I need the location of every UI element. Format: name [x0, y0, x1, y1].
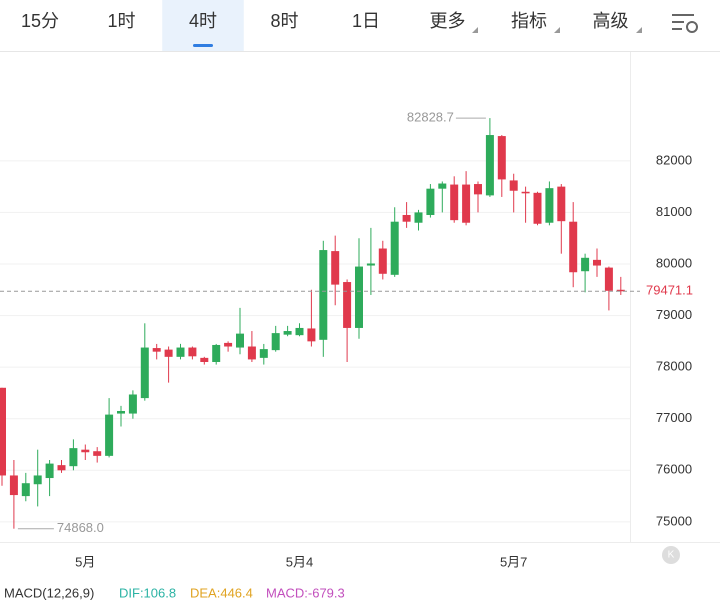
- y-tick-label: 80000: [656, 255, 692, 270]
- candle-body: [259, 349, 268, 358]
- candle-body: [593, 259, 601, 266]
- candle-body: [176, 347, 185, 357]
- y-tick-label: 82000: [656, 152, 692, 167]
- candle-body: [271, 333, 280, 351]
- macd-dif: DIF:106.8: [119, 585, 176, 600]
- tab[interactable]: 高级: [593, 11, 629, 31]
- active-tab-underline: [193, 44, 213, 47]
- candle-body: [200, 357, 209, 362]
- candle-body: [604, 267, 613, 291]
- candle-body: [616, 289, 625, 292]
- x-tick-label: 5月4: [286, 554, 313, 569]
- candle-body: [212, 344, 221, 362]
- candle-body: [93, 451, 102, 456]
- k-button[interactable]: [662, 546, 680, 564]
- settings-icon[interactable]: [672, 14, 698, 33]
- candle-body: [224, 342, 233, 347]
- candle-body: [283, 331, 292, 335]
- candle-body: [462, 184, 471, 223]
- candle-body: [188, 347, 197, 357]
- max-label: 82828.7: [407, 110, 454, 125]
- candle-body: [128, 394, 137, 414]
- candle-body: [236, 333, 244, 348]
- y-tick-label: 77000: [656, 410, 692, 425]
- macd-dea: DEA:446.4: [190, 585, 253, 600]
- candle-body: [509, 180, 518, 191]
- candle-body: [45, 463, 54, 479]
- candle-body: [0, 387, 6, 476]
- candle-body: [378, 248, 387, 274]
- tab[interactable]: 指标: [511, 11, 547, 31]
- plot-area: 75000 76000 77000 78000 79000 80000 81000 82000…: [0, 110, 717, 569]
- tab[interactable]: 更多: [430, 11, 466, 31]
- candle-body: [426, 188, 435, 215]
- candle-body: [581, 257, 590, 272]
- candle-body: [402, 214, 411, 222]
- candle-body: [569, 221, 578, 273]
- candle-body: [81, 449, 90, 453]
- candle-body: [33, 475, 42, 485]
- candle-body: [9, 475, 18, 496]
- candle-body: [247, 346, 256, 360]
- y-tick-label: 79000: [656, 307, 692, 322]
- candle-body: [140, 347, 149, 399]
- candle-body: [366, 263, 375, 266]
- candle-body: [414, 212, 423, 223]
- candle-body: [117, 410, 125, 414]
- candle-body: [69, 448, 78, 467]
- y-tick-label: 75000: [656, 513, 692, 528]
- last-price-label: 79471.1: [646, 283, 693, 298]
- candle-body: [438, 183, 447, 189]
- macd-value: MACD:-679.3: [266, 585, 345, 600]
- candle-body: [390, 221, 399, 275]
- y-tick-label: 81000: [656, 204, 692, 219]
- tab[interactable]: 1日: [352, 11, 380, 31]
- candle-body: [152, 348, 161, 352]
- candle-body: [307, 328, 316, 342]
- y-tick-label: 78000: [656, 359, 692, 374]
- candle-body: [557, 186, 566, 222]
- x-tick-label: 5月: [75, 554, 95, 569]
- min-label: 74868.0: [57, 520, 104, 535]
- candle-body: [521, 191, 530, 194]
- candle-body: [105, 414, 114, 456]
- active-tab-bg: [162, 0, 244, 51]
- candle-body: [497, 136, 506, 180]
- candle-body: [319, 250, 328, 340]
- candle-body: [355, 266, 363, 328]
- x-tick-label: 5月7: [500, 554, 527, 569]
- candle-body: [533, 192, 542, 224]
- candle-body: [331, 251, 340, 285]
- tab[interactable]: 4时: [189, 11, 217, 31]
- candle-body: [164, 349, 173, 357]
- candle-body: [295, 327, 304, 336]
- last-price-bg: [641, 281, 717, 302]
- candle-body: [485, 135, 494, 196]
- candle-body: [57, 465, 66, 471]
- y-tick-label: 76000: [656, 462, 692, 477]
- tab-bar: 15分 1时 4时 8时 1日 更多 指标 高级: [21, 0, 629, 51]
- k-button-icon: K: [668, 550, 675, 561]
- candle-body: [450, 184, 459, 221]
- candle-body: [474, 184, 482, 195]
- candle-body: [343, 282, 352, 328]
- tab[interactable]: 1时: [107, 11, 135, 31]
- tab[interactable]: 8时: [270, 11, 298, 31]
- macd-name: MACD(12,26,9): [4, 585, 94, 600]
- dropdown-arrows: [472, 27, 642, 33]
- macd-bar: MACD(12,26,9) DIF:106.8 DEA:446.4 MACD:-…: [4, 585, 345, 600]
- candle-body: [21, 483, 30, 497]
- tab[interactable]: 15分: [21, 11, 59, 31]
- candle-body: [545, 188, 554, 223]
